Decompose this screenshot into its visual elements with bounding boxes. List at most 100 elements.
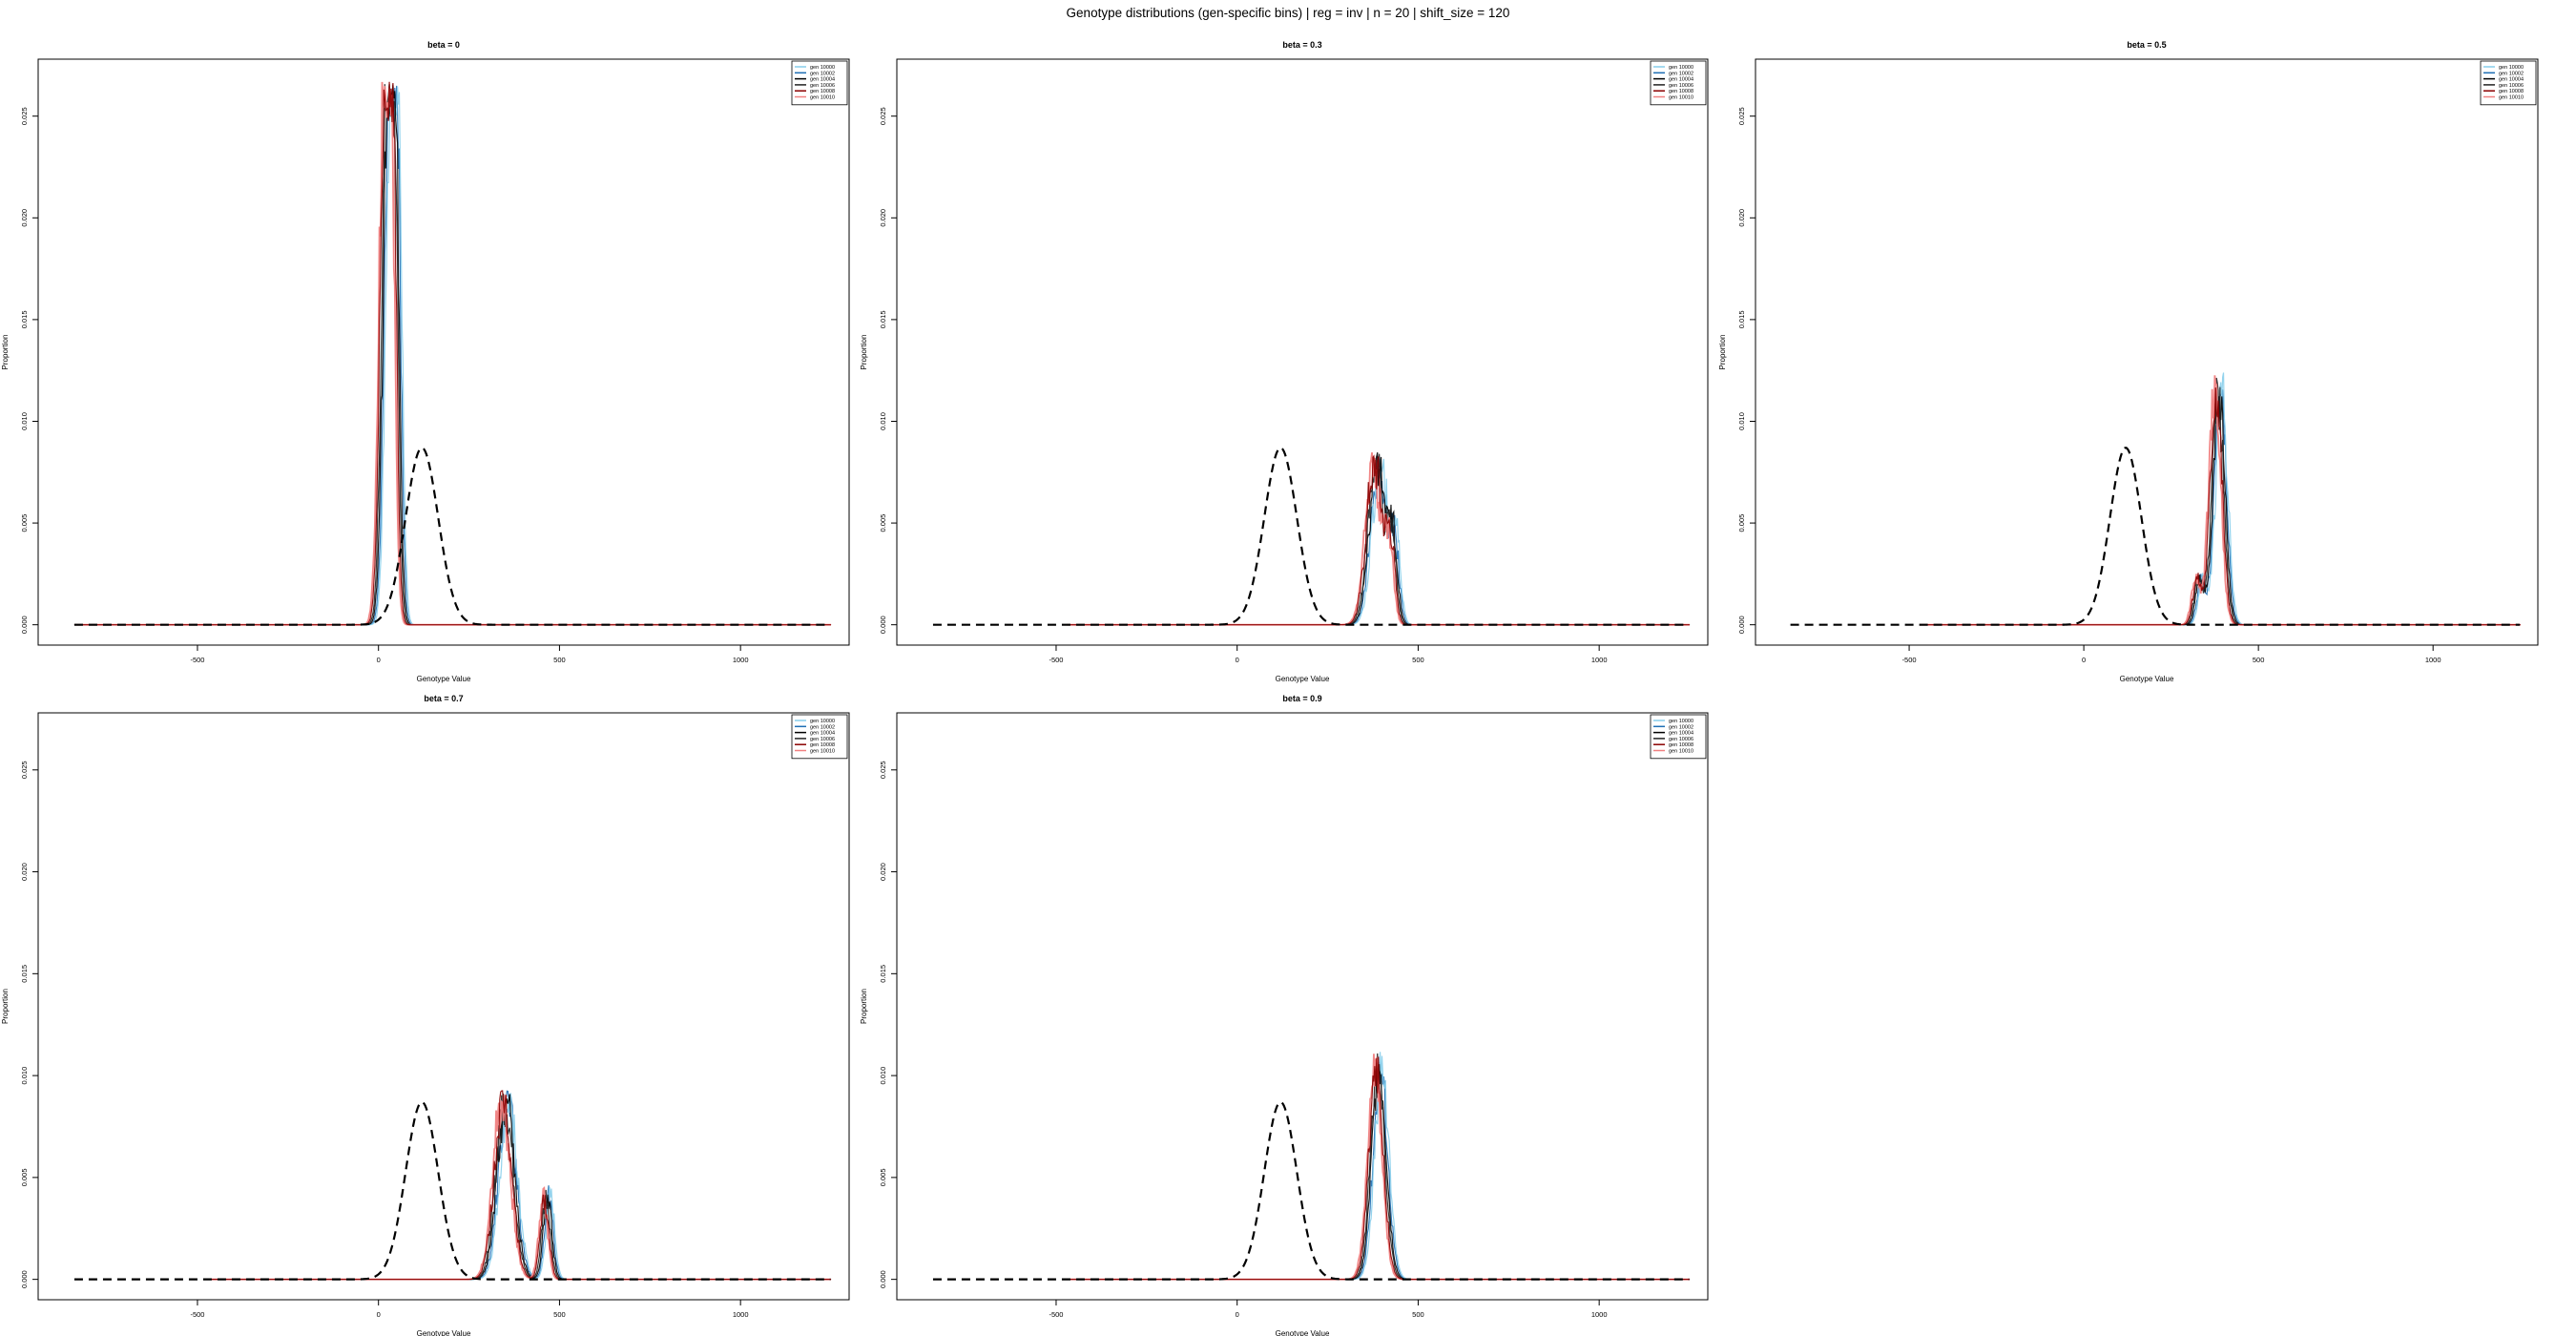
legend-entry: gen 10002 [2499, 71, 2524, 76]
x-tick-label: 0 [1236, 656, 1239, 664]
legend-entry: gen 10006 [1669, 737, 1693, 742]
series-line-gen-10004 [73, 84, 832, 626]
panel-beta-0.3: beta = 0.3 -500 0 500 1000 Genotype Value 0.00… [860, 40, 1709, 683]
legend-entry: gen 10006 [2499, 83, 2524, 89]
x-tick-label: 0 [2082, 656, 2086, 664]
legend-entry: gen 10010 [810, 95, 835, 101]
reference-curve [73, 447, 831, 626]
x-tick-label: -500 [190, 656, 204, 664]
legend-entry: gen 10004 [1669, 731, 1693, 737]
legend-entry: gen 10004 [810, 77, 835, 83]
y-tick-label: 0.020 [879, 209, 887, 227]
x-tick-label: -500 [1049, 656, 1063, 664]
legend-entry: gen 10010 [1669, 95, 1693, 101]
legend-entry: gen 10000 [810, 65, 835, 71]
x-axis-label: Genotype Value [1276, 1329, 1330, 1336]
legend-entry: gen 10010 [2499, 95, 2524, 101]
y-tick-label: 0.015 [879, 310, 887, 328]
x-axis-label: Genotype Value [417, 1329, 471, 1336]
legend-entry: gen 10002 [810, 724, 835, 730]
x-tick-label: 1000 [1591, 1310, 1608, 1319]
figure-title: Genotype distributions (gen-specific bin… [1066, 6, 1510, 20]
plot-area [73, 81, 832, 626]
x-axis-label: Genotype Value [417, 675, 471, 683]
plot-frame [896, 58, 1709, 646]
y-tick-label: 0.025 [879, 107, 887, 125]
y-tick-label: 0.000 [879, 1270, 887, 1288]
legend-entry: gen 10000 [2499, 65, 2524, 71]
x-tick-label: -500 [190, 1310, 204, 1319]
y-tick-label: 0.015 [20, 965, 29, 983]
plot-area [932, 1052, 1691, 1281]
series-line-gen-10002 [73, 85, 832, 626]
legend-entry: gen 10000 [810, 719, 835, 724]
y-tick-label: 0.020 [1737, 209, 1746, 227]
plot-frame [37, 712, 850, 1301]
legend-entry: gen 10000 [1669, 719, 1693, 724]
y-tick-label: 0.010 [879, 1067, 887, 1085]
legend-entry: gen 10002 [1669, 71, 1693, 76]
y-axis-label: Proportion [1, 989, 10, 1024]
legend-entry: gen 10008 [1669, 89, 1693, 94]
legend-entry: gen 10004 [1669, 77, 1693, 83]
panel-beta-0.9: beta = 0.9 -500 0 500 1000 Genotype Value 0.00… [860, 694, 1709, 1336]
x-axis-label: Genotype Value [1276, 675, 1330, 683]
x-axis-label: Genotype Value [2120, 675, 2174, 683]
x-tick-label: -500 [1902, 656, 1917, 664]
x-tick-label: 1000 [1591, 656, 1608, 664]
legend-entry: gen 10004 [810, 731, 835, 737]
y-tick-label: 0.010 [20, 412, 29, 430]
y-axis-label: Proportion [860, 989, 868, 1024]
y-tick-label: 0.000 [20, 616, 29, 634]
y-tick-label: 0.025 [1737, 107, 1746, 125]
y-tick-label: 0.020 [879, 863, 887, 881]
x-tick-label: 500 [553, 1310, 566, 1319]
y-tick-label: 0.000 [1737, 616, 1746, 634]
y-tick-label: 0.025 [879, 761, 887, 779]
y-tick-label: 0.010 [20, 1067, 29, 1085]
panel-title: beta = 0.3 [1282, 40, 1321, 50]
legend-entry: gen 10008 [2499, 89, 2524, 94]
x-tick-label: 0 [1236, 1310, 1239, 1319]
y-tick-label: 0.005 [879, 1168, 887, 1186]
panel-title: beta = 0.9 [1282, 694, 1321, 703]
y-tick-label: 0.010 [879, 412, 887, 430]
panel-beta-0.7: beta = 0.7 -500 0 500 1000 Genotype Value 0.00… [1, 694, 850, 1336]
panel-title: beta = 0 [427, 40, 460, 50]
reference-curve [932, 447, 1690, 626]
x-tick-label: 0 [377, 1310, 381, 1319]
y-tick-label: 0.000 [20, 1270, 29, 1288]
y-tick-label: 0.010 [1737, 412, 1746, 430]
plot-frame [37, 58, 850, 646]
series-line-gen-10010 [1067, 1054, 1691, 1281]
legend-entry: gen 10008 [810, 742, 835, 748]
reference-curve [73, 1100, 831, 1281]
x-tick-label: 500 [1412, 1310, 1424, 1319]
plot-frame [1755, 58, 2539, 646]
legend-entry: gen 10002 [1669, 724, 1693, 730]
legend-entry: gen 10006 [1669, 83, 1693, 89]
y-tick-label: 0.000 [879, 616, 887, 634]
y-tick-label: 0.005 [20, 1168, 29, 1186]
plot-area [932, 447, 1691, 626]
y-tick-label: 0.005 [1737, 514, 1746, 532]
series-line-gen-10006 [73, 84, 832, 626]
y-tick-label: 0.015 [1737, 310, 1746, 328]
x-tick-label: 500 [553, 656, 566, 664]
panel-beta-0: beta = 0 -500 0 500 1000 Genotype Value 0.000 0… [1, 40, 850, 683]
series-line-gen-10000 [73, 86, 832, 626]
series-line-gen-10004 [1067, 451, 1691, 626]
series-line-gen-10006 [1920, 377, 2521, 626]
x-tick-label: 500 [1412, 656, 1424, 664]
y-tick-label: 0.025 [20, 107, 29, 125]
y-tick-label: 0.020 [20, 209, 29, 227]
y-tick-label: 0.015 [879, 965, 887, 983]
reference-curve [1790, 447, 2520, 626]
y-tick-label: 0.020 [20, 863, 29, 881]
plot-area [73, 1090, 832, 1281]
y-axis-label: Proportion [860, 335, 868, 370]
legend-entry: gen 10010 [1669, 749, 1693, 755]
y-tick-label: 0.015 [20, 310, 29, 328]
legend-entry: gen 10008 [810, 89, 835, 94]
series-line-gen-10010 [73, 81, 832, 626]
